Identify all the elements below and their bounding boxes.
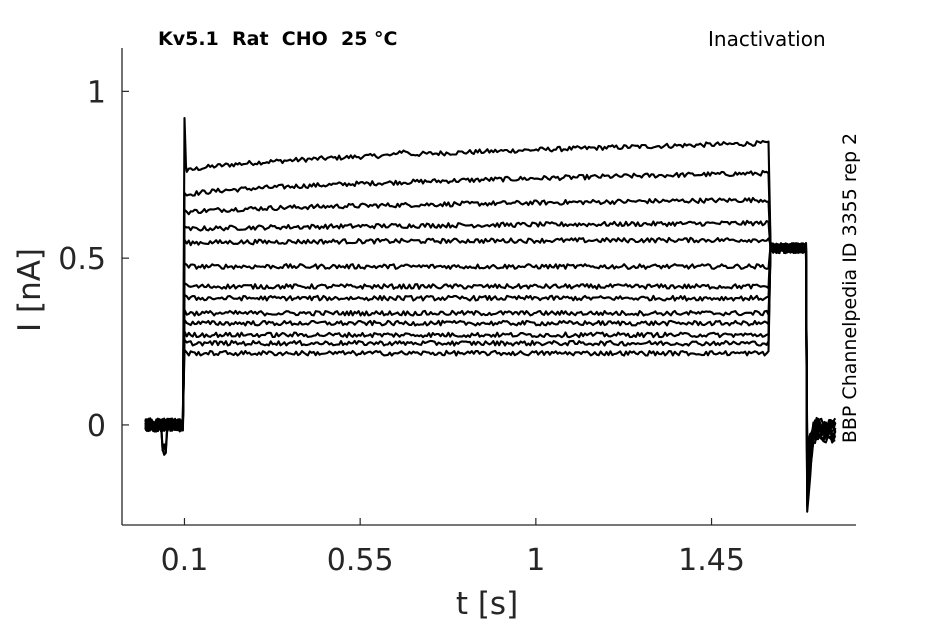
current-trace-12 (144, 242, 837, 457)
protocol-label: Inactivation (708, 27, 826, 51)
current-trace-10 (144, 243, 836, 467)
y-tick-label: 0 (87, 409, 106, 444)
current-trace-13 (144, 242, 837, 452)
current-trace-9 (144, 242, 837, 472)
current-trace-2 (144, 169, 837, 508)
x-tick-label: 1 (526, 543, 545, 578)
current-trace-6 (144, 242, 837, 488)
current-trace-1 (144, 116, 836, 513)
x-axis-label: t [s] (455, 586, 519, 622)
x-tick-label: 1.45 (678, 543, 745, 578)
y-tick-label: 0.5 (58, 242, 106, 277)
x-tick-label: 0.1 (161, 543, 209, 578)
current-trace-11 (144, 242, 837, 462)
x-tick-label: 0.55 (327, 543, 394, 578)
current-trace-3 (144, 196, 836, 503)
current-trace-4 (144, 219, 837, 498)
current-traces (144, 116, 837, 513)
source-id-label: BBP Channelpedia ID 3355 rep 2 (839, 132, 861, 444)
axes: 0.1 0.55 1 1.45 0 0.5 1 (58, 48, 856, 578)
y-tick-label: 1 (87, 75, 106, 110)
current-trace-5 (144, 236, 837, 493)
chart-title: Kv5.1 Rat CHO 25 °C (158, 28, 398, 50)
current-trace-7 (144, 242, 837, 482)
y-axis-label: I [nA] (12, 247, 48, 333)
current-trace-8 (144, 242, 837, 477)
